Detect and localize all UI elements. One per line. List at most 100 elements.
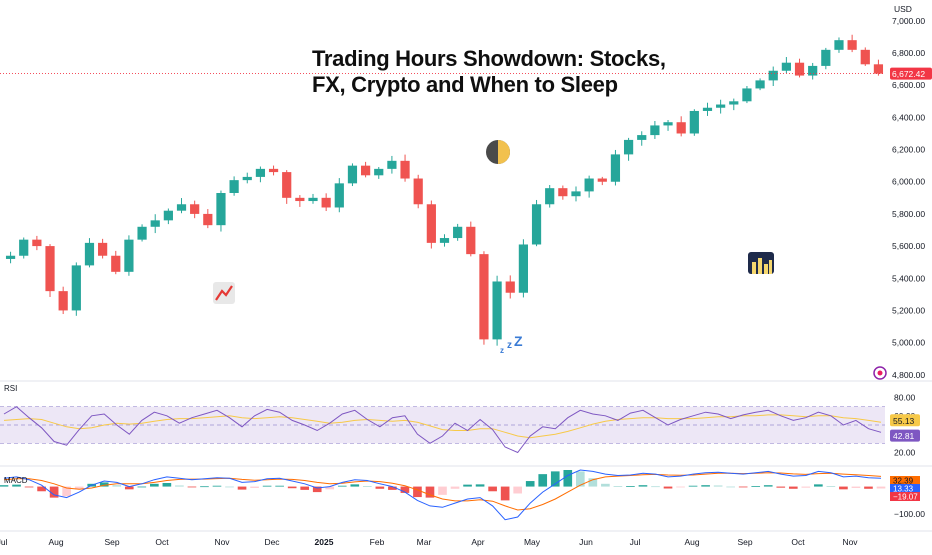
candle-body: [321, 197, 331, 208]
macd-histogram-bar: [826, 486, 836, 487]
candle-body: [808, 65, 818, 76]
macd-histogram-bar: [62, 486, 71, 497]
macd-histogram-bar: [0, 485, 9, 487]
price-axis: USD 7,000.00 6,800.00 6,600.00 6,400.00 6,200…: [0, 4, 932, 380]
candle-body: [400, 160, 410, 179]
candle-body: [663, 122, 673, 126]
time-tick-label: Feb: [370, 537, 385, 547]
candle-body: [584, 178, 594, 192]
candle-body: [124, 239, 134, 272]
macd-histogram-bar: [363, 486, 372, 487]
candle-body: [676, 122, 686, 134]
candle-body: [176, 204, 187, 211]
currency-label: USD: [894, 4, 912, 14]
candle-body: [873, 64, 884, 74]
macd-histogram-bar: [112, 485, 122, 487]
candle-body: [821, 49, 831, 66]
time-tick-label: Dec: [264, 537, 280, 547]
candle-body: [453, 226, 463, 239]
macd-histogram-bar: [312, 486, 322, 493]
moon-light-half: [498, 140, 510, 164]
macd-histogram-bar: [438, 486, 447, 495]
macd-histogram-bar: [187, 486, 197, 488]
price-tick-label: 5,600.00: [892, 241, 925, 251]
candle-body: [531, 204, 542, 245]
rsi-tick-label: 80.00: [894, 393, 916, 403]
candle-body: [860, 49, 870, 65]
title-line-2: FX, Crypto and When to Sleep: [312, 72, 618, 97]
macd-histogram-bar: [751, 486, 761, 487]
candle-body: [111, 255, 121, 272]
macd-histogram-bar: [400, 486, 410, 493]
chart-title: Trading Hours Showdown: Stocks, FX, Cryp…: [312, 46, 732, 98]
macd-histogram-bar: [626, 486, 635, 487]
candle-body: [98, 242, 108, 256]
rsi-line: [3, 406, 882, 454]
rsi-value-label: 55.13: [893, 416, 915, 426]
candle-body: [361, 165, 371, 176]
price-candles[interactable]: [5, 34, 884, 346]
macd-histogram-bar: [713, 485, 723, 487]
chart-up-icon: [213, 282, 235, 304]
time-tick-label: Aug: [48, 537, 63, 547]
candle-body: [387, 160, 397, 169]
price-tick-label: 5,000.00: [892, 338, 925, 348]
candle-body: [163, 210, 173, 221]
time-tick-label: Sep: [737, 537, 752, 547]
price-tick-label: 5,400.00: [892, 273, 925, 283]
macd-histogram-bar: [513, 486, 522, 494]
macd-histogram-bar: [300, 486, 310, 490]
macd-histogram-bar: [676, 486, 685, 488]
rsi-value-tag: [890, 414, 920, 427]
candle-body: [716, 104, 726, 108]
candle-body: [242, 176, 252, 181]
logo-dot: [877, 370, 883, 376]
macd-histogram-bar: [12, 484, 21, 487]
macd-histogram-bar: [839, 486, 848, 490]
candle-body: [308, 197, 318, 202]
macd-line: [3, 469, 882, 521]
candle-body: [742, 88, 752, 102]
time-tick-label: 2025: [315, 537, 334, 547]
macd-histogram-bar: [463, 484, 472, 487]
candle-body: [689, 110, 699, 134]
macd-value-tag: [890, 492, 920, 501]
macd-histogram-bar: [225, 486, 234, 488]
macd-histogram-bar: [638, 485, 648, 487]
macd-value-label: 32.39: [893, 477, 914, 486]
macd-value-tag: [890, 484, 920, 493]
macd-histogram-bar: [788, 486, 798, 489]
price-tick-label: 5,200.00: [892, 305, 925, 315]
macd-histogram-bar: [814, 484, 823, 487]
macd-histogram-bar: [801, 486, 811, 488]
rsi-ma-line: [3, 414, 882, 439]
candle-body: [834, 40, 844, 50]
candle-body: [755, 80, 765, 89]
macd-histogram-bar: [575, 471, 585, 487]
candle-body: [558, 188, 568, 197]
candle-body: [479, 254, 489, 340]
time-tick-label: Jul: [630, 537, 641, 547]
rsi-ma-tag: [890, 429, 920, 442]
candle-body: [137, 226, 147, 240]
macd-histogram-bar: [651, 486, 660, 488]
macd-histogram-bar: [325, 486, 335, 490]
macd-histogram-bar: [663, 486, 673, 489]
macd-histogram-bar: [200, 486, 209, 488]
macd-histogram-bar: [150, 483, 159, 487]
macd-histogram-bar: [37, 486, 46, 492]
candle-body: [347, 165, 358, 184]
macd-histogram-bar: [99, 482, 109, 487]
price-tick-label: 6,800.00: [892, 48, 925, 58]
price-tick-label: 6,600.00: [892, 80, 925, 90]
gridlines: [0, 380, 932, 532]
macd-histogram-bar: [776, 486, 786, 488]
candle-body: [466, 226, 476, 255]
candle-body: [610, 154, 621, 182]
macd-histogram-bar: [450, 486, 460, 489]
candle-body: [268, 168, 279, 173]
macd-histogram-bar: [550, 471, 560, 487]
